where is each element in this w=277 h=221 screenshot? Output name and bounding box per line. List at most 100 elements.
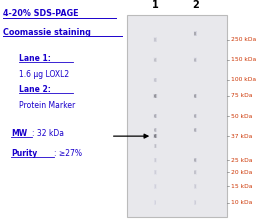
FancyBboxPatch shape: [194, 115, 196, 117]
FancyBboxPatch shape: [154, 158, 157, 162]
FancyBboxPatch shape: [155, 134, 156, 138]
FancyBboxPatch shape: [155, 185, 156, 188]
FancyBboxPatch shape: [194, 184, 197, 189]
FancyBboxPatch shape: [194, 170, 196, 174]
FancyBboxPatch shape: [153, 37, 157, 42]
FancyBboxPatch shape: [154, 135, 157, 137]
FancyBboxPatch shape: [154, 114, 157, 118]
Text: 10 kDa: 10 kDa: [231, 200, 252, 205]
FancyBboxPatch shape: [194, 114, 196, 118]
FancyBboxPatch shape: [155, 170, 156, 174]
FancyBboxPatch shape: [194, 201, 196, 204]
FancyBboxPatch shape: [154, 128, 157, 132]
FancyBboxPatch shape: [155, 128, 156, 132]
FancyBboxPatch shape: [193, 94, 197, 98]
FancyBboxPatch shape: [154, 114, 157, 118]
FancyBboxPatch shape: [195, 94, 196, 98]
FancyBboxPatch shape: [154, 128, 156, 132]
FancyBboxPatch shape: [154, 200, 157, 205]
FancyBboxPatch shape: [155, 201, 156, 204]
FancyBboxPatch shape: [194, 170, 196, 174]
FancyBboxPatch shape: [194, 184, 196, 189]
FancyBboxPatch shape: [154, 184, 157, 189]
FancyBboxPatch shape: [194, 200, 196, 205]
FancyBboxPatch shape: [154, 158, 157, 162]
FancyBboxPatch shape: [155, 58, 156, 61]
FancyBboxPatch shape: [194, 184, 196, 189]
FancyBboxPatch shape: [194, 94, 196, 98]
FancyBboxPatch shape: [155, 129, 156, 131]
FancyBboxPatch shape: [155, 128, 156, 132]
FancyBboxPatch shape: [194, 114, 196, 118]
FancyBboxPatch shape: [194, 128, 196, 132]
FancyBboxPatch shape: [195, 171, 196, 174]
FancyBboxPatch shape: [155, 58, 156, 61]
FancyBboxPatch shape: [155, 114, 156, 118]
FancyBboxPatch shape: [154, 200, 156, 205]
FancyBboxPatch shape: [194, 128, 197, 132]
FancyBboxPatch shape: [154, 134, 157, 138]
FancyBboxPatch shape: [155, 144, 156, 148]
FancyBboxPatch shape: [194, 58, 196, 62]
FancyBboxPatch shape: [194, 170, 196, 174]
FancyBboxPatch shape: [155, 144, 156, 148]
FancyBboxPatch shape: [153, 94, 157, 98]
FancyBboxPatch shape: [195, 114, 196, 118]
FancyBboxPatch shape: [153, 114, 157, 118]
FancyBboxPatch shape: [194, 94, 197, 98]
FancyBboxPatch shape: [154, 128, 157, 132]
FancyBboxPatch shape: [154, 114, 157, 118]
FancyBboxPatch shape: [195, 32, 196, 35]
FancyBboxPatch shape: [194, 114, 196, 118]
FancyBboxPatch shape: [194, 32, 196, 36]
FancyBboxPatch shape: [194, 128, 196, 132]
FancyBboxPatch shape: [154, 58, 157, 62]
FancyBboxPatch shape: [194, 184, 197, 189]
FancyBboxPatch shape: [155, 78, 156, 82]
FancyBboxPatch shape: [194, 170, 197, 175]
FancyBboxPatch shape: [154, 170, 157, 174]
FancyBboxPatch shape: [193, 57, 197, 62]
FancyBboxPatch shape: [153, 128, 157, 132]
FancyBboxPatch shape: [155, 145, 156, 148]
FancyBboxPatch shape: [194, 158, 197, 162]
FancyBboxPatch shape: [195, 128, 196, 132]
FancyBboxPatch shape: [154, 94, 157, 98]
FancyBboxPatch shape: [154, 144, 157, 148]
FancyBboxPatch shape: [194, 95, 196, 97]
FancyBboxPatch shape: [155, 171, 156, 174]
FancyBboxPatch shape: [194, 94, 196, 98]
FancyBboxPatch shape: [195, 114, 196, 118]
FancyBboxPatch shape: [155, 78, 156, 82]
FancyBboxPatch shape: [195, 185, 196, 188]
FancyBboxPatch shape: [155, 201, 156, 204]
FancyBboxPatch shape: [155, 171, 156, 174]
FancyBboxPatch shape: [154, 134, 157, 138]
FancyBboxPatch shape: [195, 201, 196, 204]
FancyBboxPatch shape: [154, 58, 157, 62]
FancyBboxPatch shape: [153, 134, 158, 138]
FancyBboxPatch shape: [153, 37, 157, 42]
FancyBboxPatch shape: [153, 134, 157, 138]
FancyBboxPatch shape: [195, 201, 196, 204]
FancyBboxPatch shape: [194, 128, 197, 132]
FancyBboxPatch shape: [155, 94, 156, 98]
FancyBboxPatch shape: [154, 78, 157, 82]
FancyBboxPatch shape: [195, 158, 196, 162]
FancyBboxPatch shape: [154, 128, 157, 132]
FancyBboxPatch shape: [153, 57, 157, 62]
FancyBboxPatch shape: [154, 184, 156, 189]
FancyBboxPatch shape: [194, 170, 197, 175]
FancyBboxPatch shape: [194, 170, 196, 174]
Text: 75 kDa: 75 kDa: [231, 93, 252, 98]
FancyBboxPatch shape: [194, 31, 197, 36]
FancyBboxPatch shape: [154, 184, 157, 189]
FancyBboxPatch shape: [155, 128, 156, 132]
FancyBboxPatch shape: [155, 200, 156, 204]
FancyBboxPatch shape: [194, 128, 196, 132]
FancyBboxPatch shape: [155, 170, 156, 174]
FancyBboxPatch shape: [194, 158, 196, 162]
FancyBboxPatch shape: [194, 114, 196, 118]
FancyBboxPatch shape: [195, 185, 196, 188]
FancyBboxPatch shape: [194, 57, 197, 62]
